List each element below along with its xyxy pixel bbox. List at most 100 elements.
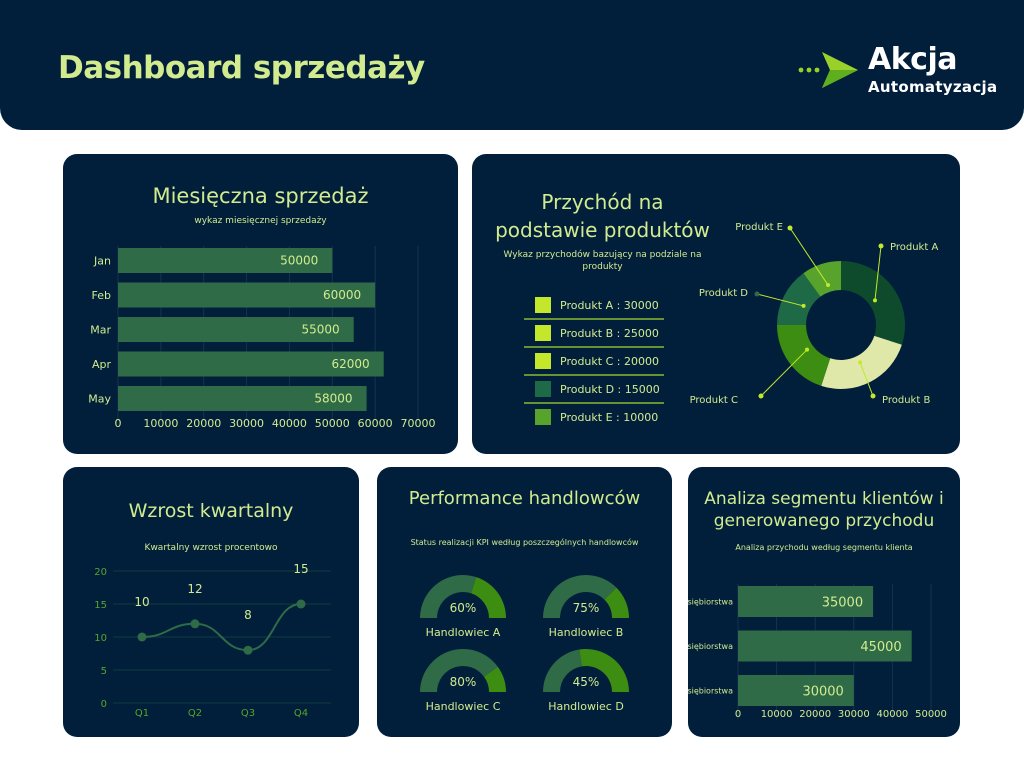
leader-line	[859, 362, 874, 397]
leader-line	[756, 293, 804, 307]
x-tick-label: 30000	[229, 417, 264, 430]
legend-swatch	[535, 353, 551, 369]
legend-swatch	[535, 409, 551, 425]
gauge-fill	[471, 577, 506, 618]
gauge-value-label: 45%	[573, 675, 600, 689]
x-tick-label: 0	[115, 417, 122, 430]
data-point	[137, 632, 147, 642]
data-label: 50000	[280, 254, 318, 268]
leader-dot	[826, 283, 831, 288]
leader-dot	[801, 303, 806, 308]
leader-dot	[872, 298, 877, 303]
leader-line	[874, 245, 882, 301]
logo-text-line2: Automatyzacja	[868, 78, 998, 96]
slice-label: Produkt D	[699, 288, 748, 299]
leader-end-dot	[758, 393, 764, 399]
leader-dot	[858, 360, 863, 365]
donut-slice	[803, 261, 841, 297]
legend-swatch	[535, 297, 551, 313]
page-title: Dashboard sprzedaży	[58, 50, 425, 86]
gauge-track	[543, 649, 582, 692]
gauge-value-label: 80%	[450, 675, 477, 689]
performance-chart: 60% Handlowiec A 75% Handlowiec B 80% Handlow…	[420, 575, 629, 713]
quarterly-growth-chart: 0 5 10 15 20 Q1 Q2 Q3 Q4 10 12 8 15	[94, 562, 331, 719]
bar	[118, 386, 367, 411]
legend-swatch	[535, 325, 551, 341]
x-tick-label: Q3	[241, 708, 255, 719]
y-tick-label: Apr	[92, 358, 112, 371]
data-label: 58000	[314, 392, 352, 406]
data-point	[243, 645, 253, 655]
segment-title-line2: generowanego przychodu	[713, 511, 935, 531]
data-point	[190, 619, 200, 629]
x-tick-label: 40000	[876, 709, 908, 720]
data-label: 45000	[860, 640, 901, 655]
legend-label: Produkt B : 25000	[560, 327, 659, 340]
leader-end-dot	[787, 225, 793, 231]
gauge-name-label: Handlowiec D	[548, 700, 624, 713]
leader-line	[789, 227, 829, 286]
y-tick-label: Małe przedsiębiorstwa	[688, 598, 733, 607]
legend-label: Produkt E : 10000	[560, 411, 658, 424]
arrow-logo-icon	[798, 52, 858, 88]
product-revenue-title-line2: podstawie produktów	[495, 218, 710, 242]
gauge-name-label: Handlowiec C	[426, 700, 501, 713]
gauge-name-label: Handlowiec A	[426, 626, 501, 639]
bar	[118, 248, 333, 273]
donut-slice	[777, 325, 831, 386]
quarterly-growth-card: Wzrost kwartalny Kwartalny wzrost procen…	[63, 467, 359, 737]
data-label: 55000	[302, 323, 340, 337]
leader-line	[760, 349, 808, 397]
product-revenue-card: Przychód na podstawie produktów Wykaz pr…	[472, 154, 960, 454]
x-tick-label: 30000	[838, 709, 870, 720]
series-line	[141, 603, 302, 652]
y-tick-label: 5	[101, 666, 107, 677]
x-tick-label: 10000	[761, 709, 793, 720]
monthly-sales-subtitle: wykaz miesięcznej sprzedaży	[194, 216, 327, 226]
data-label: 62000	[332, 357, 370, 371]
y-tick-label: 20	[94, 567, 107, 578]
x-tick-label: 20000	[186, 417, 221, 430]
x-tick-label: 10000	[143, 417, 178, 430]
x-tick-label: 40000	[272, 417, 307, 430]
performance-card: Performance handlowców Status realizacji…	[377, 467, 672, 737]
slice-label: Produkt A	[890, 242, 938, 253]
leader-end-dot	[870, 393, 876, 399]
data-label: 60000	[323, 288, 361, 302]
donut-slice	[777, 273, 821, 325]
data-label: 10	[134, 595, 149, 609]
product-revenue-title-line1: Przychód na	[541, 190, 664, 214]
x-tick-label: 70000	[401, 417, 436, 430]
product-revenue-subtitle-line2: produkty	[582, 262, 623, 272]
y-tick-label: Duże przedsiębiorstwa	[688, 687, 733, 696]
gauge-value-label: 60%	[450, 601, 477, 615]
quarterly-growth-subtitle: Kwartalny wzrost procentowo	[144, 543, 278, 553]
leader-end-dot	[878, 243, 884, 249]
data-label: 30000	[802, 685, 843, 700]
data-label: 12	[187, 582, 202, 596]
bar	[118, 317, 354, 342]
y-tick-label: Mar	[90, 324, 111, 337]
gauge-track	[420, 575, 477, 618]
x-tick-label: 0	[735, 709, 741, 720]
segment-title-line1: Analiza segmentu klientów i	[704, 489, 944, 509]
y-tick-label: Jan	[93, 255, 111, 268]
legend-label: Produkt C : 20000	[560, 355, 659, 368]
brand-logo: Akcja Automatyzacja	[796, 40, 1006, 100]
y-tick-label: May	[88, 393, 111, 406]
x-tick-label: Q2	[188, 708, 202, 719]
y-tick-label: 15	[94, 600, 107, 611]
quarterly-growth-title: Wzrost kwartalny	[128, 500, 294, 522]
header-bar: Dashboard sprzedaży Akcja Automatyzacja	[0, 0, 1024, 130]
legend-label: Produkt D : 15000	[560, 383, 660, 396]
x-tick-label: 50000	[915, 709, 947, 720]
performance-title: Performance handlowców	[408, 488, 641, 509]
monthly-sales-card: Miesięczna sprzedaż wykaz miesięcznej sp…	[63, 154, 458, 454]
slice-label: Produkt C	[690, 395, 738, 406]
segment-subtitle: Analiza przychodu według segmentu klient…	[735, 543, 913, 552]
bar	[738, 586, 874, 617]
legend-label: Produkt A : 30000	[560, 299, 659, 312]
donut-slice	[841, 261, 905, 345]
y-tick-label: Średnie przedsiębiorstwa	[688, 640, 733, 651]
performance-subtitle: Status realizacji KPI według poszczególn…	[410, 538, 639, 547]
